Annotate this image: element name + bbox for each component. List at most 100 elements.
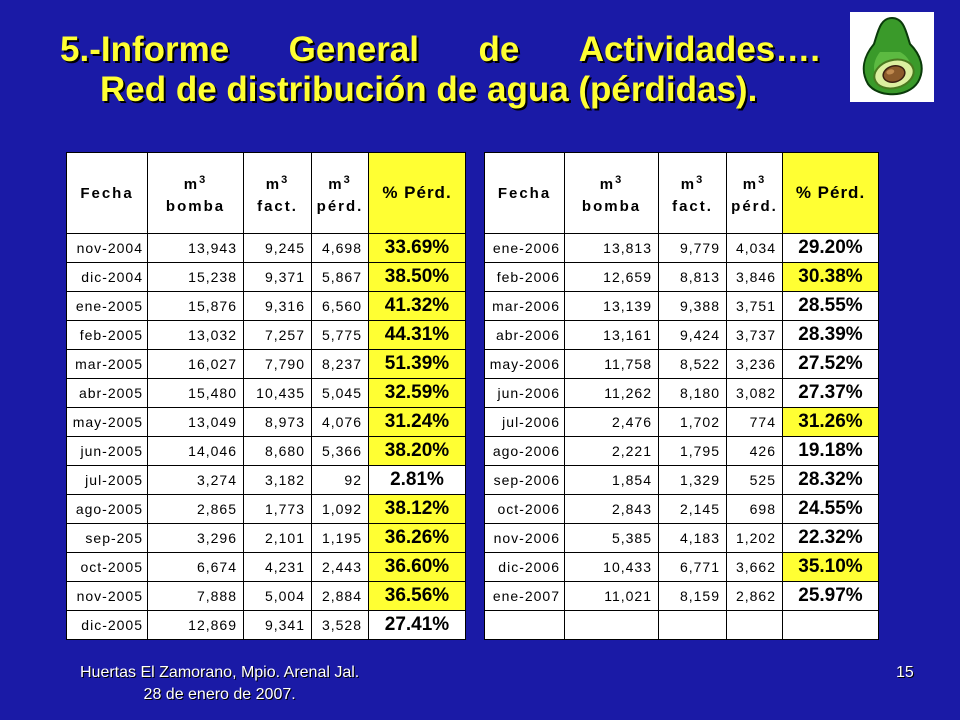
table-row: jun-2005 14,046 8,680 5,366 38.20% xyxy=(66,436,466,466)
col-header-perd: m3 pérd. xyxy=(726,152,783,234)
table-row: sep-205 3,296 2,101 1,195 36.26% xyxy=(66,523,466,553)
table-row: oct-2006 2,843 2,145 698 24.55% xyxy=(484,494,879,524)
cell-m3-bomba: 2,843 xyxy=(564,494,659,524)
col-header-fecha: Fecha xyxy=(484,152,565,234)
cell-m3-perd: 3,737 xyxy=(726,320,783,350)
col-header-bomba: m3 bomba xyxy=(564,152,659,234)
cell-fecha: ago-2006 xyxy=(484,436,565,466)
cell-m3-perd: 3,846 xyxy=(726,262,783,292)
cell-pct-perd: 33.69% xyxy=(368,233,466,263)
col-header-fact: m3 fact. xyxy=(243,152,312,234)
cell-m3-bomba: 3,296 xyxy=(147,523,244,553)
table-row: ene-2005 15,876 9,316 6,560 41.32% xyxy=(66,291,466,321)
col-header-fact: m3 fact. xyxy=(658,152,727,234)
cell-pct-perd: 38.20% xyxy=(368,436,466,466)
cell-pct-perd xyxy=(782,610,879,640)
cell-pct-perd: 22.32% xyxy=(782,523,879,553)
cell-pct-perd: 28.39% xyxy=(782,320,879,350)
cell-m3-fact: 9,424 xyxy=(658,320,727,350)
cell-m3-bomba: 13,943 xyxy=(147,233,244,263)
table-row: feb-2005 13,032 7,257 5,775 44.31% xyxy=(66,320,466,350)
cell-m3-fact: 1,795 xyxy=(658,436,727,466)
table-row: ene-2007 11,021 8,159 2,862 25.97% xyxy=(484,581,879,611)
cell-m3-bomba xyxy=(564,610,659,640)
cell-m3-perd: 1,092 xyxy=(311,494,369,524)
cell-pct-perd: 38.50% xyxy=(368,262,466,292)
cell-m3-bomba: 7,888 xyxy=(147,581,244,611)
cell-pct-perd: 24.55% xyxy=(782,494,879,524)
cell-pct-perd: 31.26% xyxy=(782,407,879,437)
cell-m3-fact: 8,522 xyxy=(658,349,727,379)
cell-m3-fact: 7,257 xyxy=(243,320,312,350)
cell-m3-bomba: 15,480 xyxy=(147,378,244,408)
cell-fecha: nov-2004 xyxy=(66,233,148,263)
title-word: General xyxy=(288,30,420,69)
cell-fecha: jul-2005 xyxy=(66,465,148,495)
cell-pct-perd: 44.31% xyxy=(368,320,466,350)
cell-m3-perd: 4,034 xyxy=(726,233,783,263)
cell-pct-perd: 51.39% xyxy=(368,349,466,379)
cell-m3-perd: 2,862 xyxy=(726,581,783,611)
cell-pct-perd: 30.38% xyxy=(782,262,879,292)
cell-pct-perd: 27.41% xyxy=(368,610,466,640)
col-header-perd: m3 pérd. xyxy=(311,152,369,234)
cell-m3-fact: 1,773 xyxy=(243,494,312,524)
title-word: 5.-Informe xyxy=(60,30,230,69)
table-row: mar-2006 13,139 9,388 3,751 28.55% xyxy=(484,291,879,321)
cell-m3-fact: 2,101 xyxy=(243,523,312,553)
cell-fecha: ene-2007 xyxy=(484,581,565,611)
cell-m3-bomba: 6,674 xyxy=(147,552,244,582)
cell-m3-bomba: 15,876 xyxy=(147,291,244,321)
cell-fecha: mar-2006 xyxy=(484,291,565,321)
cell-m3-perd: 5,045 xyxy=(311,378,369,408)
cell-fecha: dic-2004 xyxy=(66,262,148,292)
footer-line-2: 28 de enero de 2007. xyxy=(143,686,296,703)
cell-m3-fact: 4,231 xyxy=(243,552,312,582)
cell-fecha: nov-2006 xyxy=(484,523,565,553)
table-row: jun-2006 11,262 8,180 3,082 27.37% xyxy=(484,378,879,408)
cell-fecha: dic-2005 xyxy=(66,610,148,640)
cell-m3-perd xyxy=(726,610,783,640)
table-row xyxy=(484,610,879,640)
cell-m3-fact: 6,771 xyxy=(658,552,727,582)
cell-m3-bomba: 3,274 xyxy=(147,465,244,495)
cell-pct-perd: 29.20% xyxy=(782,233,879,263)
cell-m3-fact: 9,245 xyxy=(243,233,312,263)
cell-m3-perd: 1,195 xyxy=(311,523,369,553)
cell-m3-fact: 8,813 xyxy=(658,262,727,292)
table-row: feb-2006 12,659 8,813 3,846 30.38% xyxy=(484,262,879,292)
table-row: oct-2005 6,674 4,231 2,443 36.60% xyxy=(66,552,466,582)
slide-title: 5.-Informe General de Actividades…. Red … xyxy=(60,30,820,110)
cell-m3-fact: 9,779 xyxy=(658,233,727,263)
table-row: dic-2004 15,238 9,371 5,867 38.50% xyxy=(66,262,466,292)
losses-table-2006-2007: Fecha m3 bomba m3 fact. m3 pérd. % Pérd. en… xyxy=(484,152,879,640)
cell-m3-perd: 5,867 xyxy=(311,262,369,292)
cell-fecha: dic-2006 xyxy=(484,552,565,582)
cell-m3-perd: 698 xyxy=(726,494,783,524)
cell-m3-bomba: 13,049 xyxy=(147,407,244,437)
footer-line-1: Huertas El Zamorano, Mpio. Arenal Jal. xyxy=(80,664,360,681)
cell-fecha: nov-2005 xyxy=(66,581,148,611)
cell-m3-bomba: 16,027 xyxy=(147,349,244,379)
cell-fecha: ene-2006 xyxy=(484,233,565,263)
cell-m3-perd: 8,237 xyxy=(311,349,369,379)
cell-pct-perd: 28.55% xyxy=(782,291,879,321)
table-row: dic-2006 10,433 6,771 3,662 35.10% xyxy=(484,552,879,582)
cell-m3-bomba: 13,032 xyxy=(147,320,244,350)
title-line-2: Red de distribución de agua (pérdidas). xyxy=(100,70,758,109)
cell-m3-fact: 8,159 xyxy=(658,581,727,611)
cell-m3-bomba: 5,385 xyxy=(564,523,659,553)
cell-fecha: ene-2005 xyxy=(66,291,148,321)
table-row: mar-2005 16,027 7,790 8,237 51.39% xyxy=(66,349,466,379)
cell-m3-bomba: 15,238 xyxy=(147,262,244,292)
cell-m3-perd: 3,751 xyxy=(726,291,783,321)
cell-m3-bomba: 2,476 xyxy=(564,407,659,437)
table-row: may-2005 13,049 8,973 4,076 31.24% xyxy=(66,407,466,437)
cell-pct-perd: 35.10% xyxy=(782,552,879,582)
cell-m3-bomba: 11,262 xyxy=(564,378,659,408)
cell-m3-perd: 426 xyxy=(726,436,783,466)
title-word: Actividades…. xyxy=(578,30,820,69)
cell-pct-perd: 2.81% xyxy=(368,465,466,495)
cell-m3-perd: 4,076 xyxy=(311,407,369,437)
cell-m3-bomba: 10,433 xyxy=(564,552,659,582)
